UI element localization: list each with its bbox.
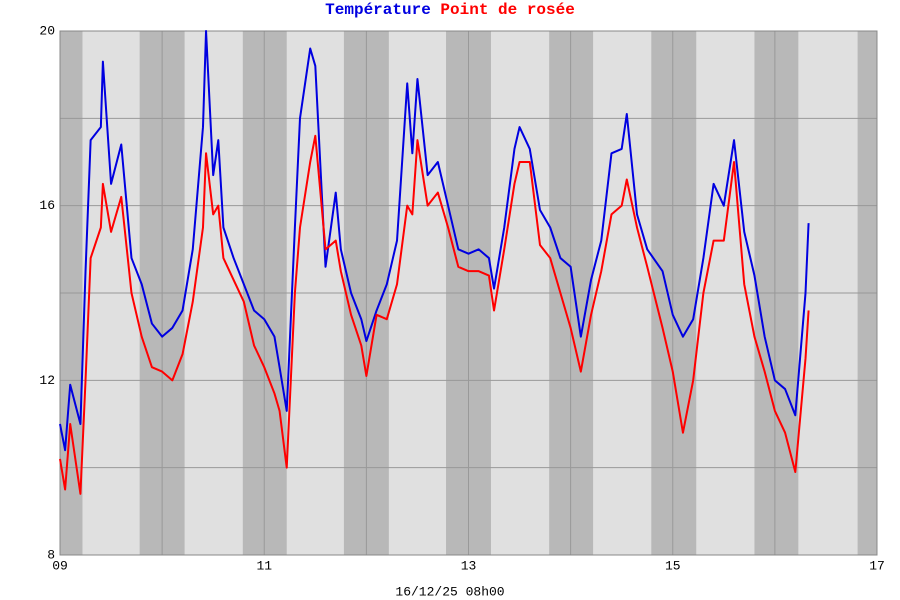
chart-title: Température Point de rosée	[325, 1, 575, 19]
legend-entry: Température	[325, 1, 431, 19]
plot-frame	[59, 30, 878, 556]
x-tick-label: 11	[256, 558, 272, 573]
y-tick-label: 12	[39, 373, 55, 388]
data-line	[59, 30, 810, 452]
x-axis-label: 16/12/25 08h00	[395, 584, 504, 599]
x-tick-label: 17	[869, 558, 885, 573]
x-tick-label: 13	[461, 558, 477, 573]
x-tick-label: 09	[52, 558, 68, 573]
y-tick-label: 20	[39, 23, 55, 38]
y-tick-label: 8	[47, 547, 55, 562]
legend-entry: Point de rosée	[440, 1, 574, 19]
y-tick-label: 16	[39, 198, 55, 213]
x-tick-label: 15	[665, 558, 681, 573]
data-line	[59, 134, 810, 495]
